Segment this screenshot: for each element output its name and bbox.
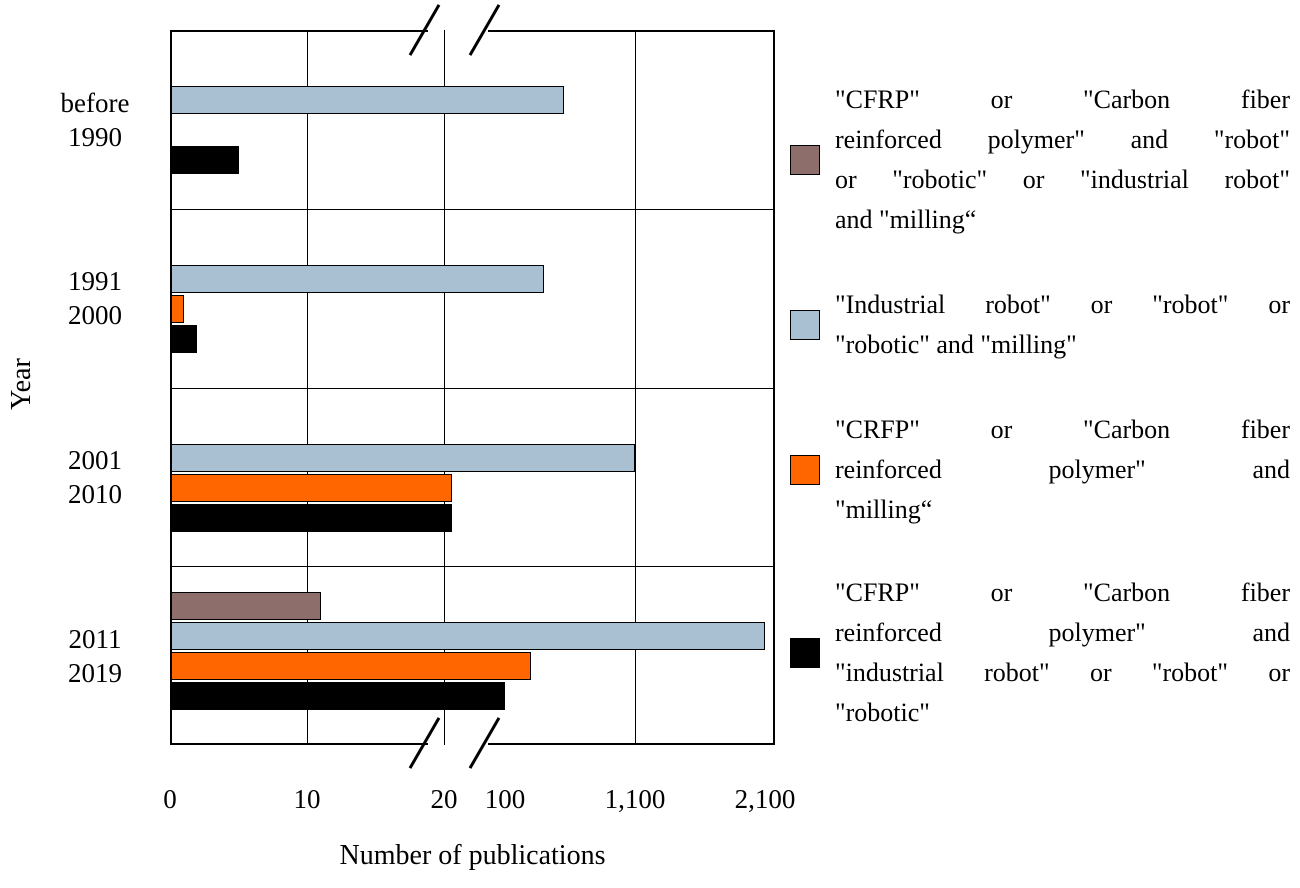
legend-label-cfrp-and-milling: "CRFP" or "Carbon fiber reinforced polyme… <box>835 410 1290 530</box>
x-axis-tick-labels: 0 10 20 100 1,100 2,100 <box>163 784 810 820</box>
legend-text-line: or "robotic" or "industrial robot" <box>835 165 1290 194</box>
bar-industrial-robot-and-milling-2001-2010 <box>170 443 635 472</box>
x-tick-0: 0 <box>163 784 177 814</box>
category-label-line: before <box>60 87 130 118</box>
legend-swatch-industrial-robot-and-milling <box>790 310 820 340</box>
x-tick-20: 20 <box>430 784 458 814</box>
category-label-2011-2019: 2011 2019 <box>25 566 165 745</box>
x-tick-100: 100 <box>484 784 526 814</box>
x-axis-line-left-segment <box>170 743 428 745</box>
category-label-line: 2001 <box>68 445 122 475</box>
legend-text-line: "robotic" and "milling" <box>835 330 1077 359</box>
x-tick-1100: 1,100 <box>604 784 666 814</box>
legend-entry-cfrp-and-milling: "CRFP" or "Carbon fiber reinforced polyme… <box>790 410 1290 530</box>
legend-text-line: "milling“ <box>835 495 933 524</box>
legend-entry-cfrp-and-robot: "CFRP" or "Carbon fiber reinforced polyme… <box>790 573 1290 733</box>
category-label-line: 2019 <box>68 657 122 688</box>
legend-text-line: "CFRP" or "Carbon fiber <box>835 85 1290 114</box>
legend: "CFRP" or "Carbon fiber reinforced polyme… <box>790 0 1290 770</box>
category-label-line: 2011 <box>68 623 122 654</box>
legend-entry-cfrp-and-robot-and-milling: "CFRP" or "Carbon fiber reinforced polyme… <box>790 80 1290 240</box>
plot-top-border-right-segment <box>488 30 775 32</box>
bar-industrial-robot-and-milling-before-1990 <box>170 86 564 114</box>
category-label-line: 2010 <box>68 479 122 509</box>
category-label-line: 1990 <box>68 121 122 152</box>
bar-cfrp-and-robot-before-1990 <box>170 146 239 174</box>
y-axis-line <box>170 30 172 745</box>
bar-industrial-robot-and-milling-1991-2000 <box>170 264 544 293</box>
legend-swatch-cfrp-and-robot-and-milling <box>790 145 820 175</box>
plot-right-border <box>773 30 775 745</box>
bar-industrial-robot-and-milling-2011-2019 <box>170 622 765 651</box>
legend-text-line: "Industrial robot" or "robot" or <box>835 290 1290 319</box>
category-label-line: 1991 <box>68 266 122 297</box>
category-separator <box>170 387 775 389</box>
legend-swatch-cfrp-and-milling <box>790 455 820 485</box>
legend-text-line: reinforced polymer" and <box>835 618 1290 647</box>
legend-label-cfrp-and-robot: "CFRP" or "Carbon fiber reinforced polyme… <box>835 573 1290 733</box>
bar-cfrp-and-robot-2001-2010 <box>170 503 452 532</box>
x-axis-title: Number of publications <box>339 840 606 871</box>
legend-text-line: "robotic" <box>835 698 930 727</box>
category-separator <box>170 208 775 210</box>
legend-text-line: and "milling“ <box>835 205 977 234</box>
category-label-before-1990: before 1990 <box>25 30 165 209</box>
x-axis-line-right-segment <box>488 743 775 745</box>
plot-top-border-left-segment <box>170 30 428 32</box>
legend-text-line: "CRFP" or "Carbon fiber <box>835 415 1290 444</box>
y-axis-category-labels: before 1990 1991 2000 2001 2010 2011 2019 <box>25 30 165 745</box>
legend-label-industrial-robot-and-milling: "Industrial robot" or "robot" or "robotic… <box>835 285 1290 365</box>
bar-cfrp-and-milling-2011-2019 <box>170 652 531 681</box>
bar-cfrp-and-robot-1991-2000 <box>170 324 198 353</box>
legend-text-line: "industrial robot" or "robot" or <box>835 658 1290 687</box>
plot-area <box>170 4 775 769</box>
category-label-2001-2010: 2001 2010 <box>25 388 165 567</box>
bar-cfrp-and-milling-1991-2000 <box>170 294 184 323</box>
legend-swatch-cfrp-and-robot <box>790 638 820 668</box>
category-label-line: 2000 <box>68 300 122 331</box>
bar-cfrp-and-milling-2001-2010 <box>170 473 452 502</box>
x-tick-2100: 2,100 <box>734 784 796 814</box>
bar-cfrp-and-robot-and-milling-2011-2019 <box>170 592 321 621</box>
legend-text-line: reinforced polymer" and "robot" <box>835 125 1290 154</box>
legend-text-line: "CFRP" or "Carbon fiber <box>835 578 1290 607</box>
legend-text-line: reinforced polymer" and <box>835 455 1290 484</box>
legend-label-cfrp-and-robot-and-milling: "CFRP" or "Carbon fiber reinforced polyme… <box>835 80 1290 240</box>
x-tick-10: 10 <box>293 784 321 814</box>
category-separator <box>170 566 775 568</box>
legend-entry-industrial-robot-and-milling: "Industrial robot" or "robot" or "robotic… <box>790 285 1290 365</box>
category-label-1991-2000: 1991 2000 <box>25 209 165 388</box>
bar-cfrp-and-robot-2011-2019 <box>170 682 505 711</box>
